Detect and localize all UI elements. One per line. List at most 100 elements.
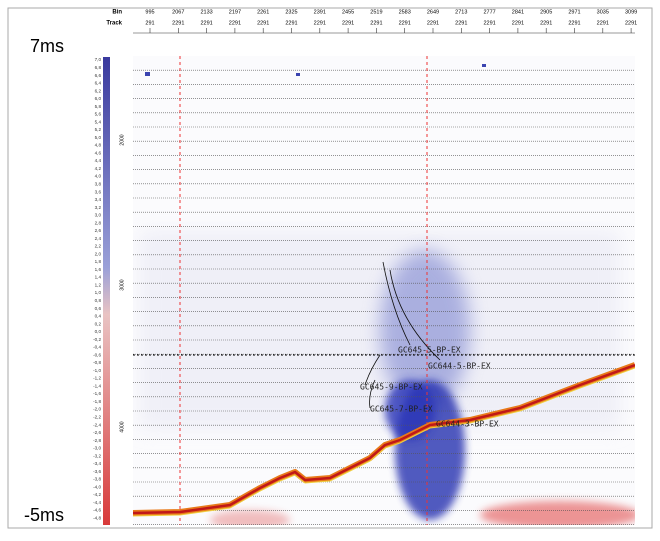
scale-label: 1,8 [95, 259, 102, 264]
bin-label: 2713 [455, 9, 467, 15]
top-label: 7ms [30, 36, 64, 56]
track-label: 2291 [285, 20, 297, 26]
scale-label: -0,8 [93, 360, 101, 365]
scale-label: -4,2 [93, 492, 101, 497]
scale-label: 5,6 [95, 112, 102, 117]
bin-label: 995 [145, 9, 154, 15]
scale-label: 3,6 [95, 189, 102, 194]
well-label: GC645-9-BP-EX [360, 383, 423, 392]
bin-label: 2133 [200, 9, 212, 15]
track-label: 2291 [370, 20, 382, 26]
track-label: 291 [145, 20, 154, 26]
track-label: 2291 [172, 20, 184, 26]
scale-label: 6,8 [95, 65, 102, 70]
scale-label: 0,4 [95, 314, 102, 319]
scale-label: -1,0 [93, 368, 101, 373]
scale-label: 0,8 [95, 298, 102, 303]
scale-label: -0,6 [93, 352, 101, 357]
bin-label: 2067 [172, 9, 184, 15]
scale-label: -3,2 [93, 453, 101, 458]
bin-label: 2905 [540, 9, 552, 15]
track-label: 2291 [427, 20, 439, 26]
scale-label: -3,0 [93, 446, 101, 451]
scale-label: -3,8 [93, 477, 101, 482]
bin-label: 2325 [285, 9, 297, 15]
scale-label: 5,4 [95, 119, 102, 124]
scale-label: -1,8 [93, 399, 101, 404]
bin-label: 2197 [229, 9, 241, 15]
scale-label: -0,4 [93, 345, 101, 350]
scale-label: -2,0 [93, 407, 101, 412]
scale-label: -3,6 [93, 469, 101, 474]
scale-label: 0,0 [95, 329, 102, 334]
scale-label: 1,0 [95, 290, 102, 295]
scale-label: -1,6 [93, 391, 101, 396]
scale-label: 2,6 [95, 228, 102, 233]
well-label: GC645-5-BP-EX [398, 346, 461, 355]
bin-label: 2391 [314, 9, 326, 15]
scale-label: 4,8 [95, 143, 102, 148]
depth-label: 4000 [119, 421, 125, 432]
bin-label: 2971 [568, 9, 580, 15]
scale-label: -1,2 [93, 376, 101, 381]
scale-label: 2,0 [95, 251, 102, 256]
scale-label: 3,2 [95, 205, 102, 210]
bin-label: 2519 [370, 9, 382, 15]
scale-label: -2,8 [93, 438, 101, 443]
track-title: Track [106, 21, 122, 27]
scale-label: -4,4 [93, 500, 101, 505]
scale-label: 5,2 [95, 127, 102, 132]
bin-label: 2649 [427, 9, 439, 15]
bin-title: Bin [112, 10, 122, 16]
scale-label: 5,0 [95, 135, 102, 140]
track-label: 2291 [597, 20, 609, 26]
track-label: 2291 [257, 20, 269, 26]
scale-label: -2,2 [93, 414, 101, 419]
well-label: GC644-3-BP-EX [436, 420, 499, 429]
track-label: 2291 [455, 20, 467, 26]
scale-label: -3,4 [93, 461, 101, 466]
bin-label: 2455 [342, 9, 354, 15]
depth-label: 2000 [119, 134, 125, 145]
track-label: 2291 [568, 20, 580, 26]
scale-label: 0,2 [95, 321, 102, 326]
track-label: 2291 [342, 20, 354, 26]
track-label: 2291 [314, 20, 326, 26]
scale-label: -4,8 [93, 515, 101, 520]
scale-label: 2,4 [95, 236, 102, 241]
bin-label: 2261 [257, 9, 269, 15]
track-label: 2291 [399, 20, 411, 26]
scale-label: 1,6 [95, 267, 102, 272]
scale-label: 4,0 [95, 174, 102, 179]
color-bar [103, 57, 110, 525]
track-label: 2291 [625, 20, 637, 26]
scale-label: 4,2 [95, 166, 102, 171]
scale-label: -4,0 [93, 484, 101, 489]
well-label: GC644-5-BP-EX [428, 362, 491, 371]
bin-label: 3099 [625, 9, 637, 15]
scale-label: 6,2 [95, 88, 102, 93]
scale-label: -4,6 [93, 508, 101, 513]
scale-label: 3,4 [95, 197, 102, 202]
section [133, 56, 635, 525]
scale-label: 4,6 [95, 150, 102, 155]
scale-label: 7,0 [95, 57, 102, 62]
scale-label: 1,4 [95, 275, 102, 280]
track-label: 2291 [229, 20, 241, 26]
scale-label: 0,6 [95, 306, 102, 311]
scale-label: 3,8 [95, 181, 102, 186]
scale-label: 6,0 [95, 96, 102, 101]
bottom-label: -5ms [24, 505, 64, 525]
scale-label: 1,2 [95, 282, 102, 287]
scale-label: -1,4 [93, 383, 101, 388]
scale-label: 6,6 [95, 73, 102, 78]
track-label: 2291 [483, 20, 495, 26]
scale-label: 2,2 [95, 244, 102, 249]
bin-label: 2583 [399, 9, 411, 15]
track-label: 2291 [200, 20, 212, 26]
scale-label: 4,4 [95, 158, 102, 163]
scale-label: -2,4 [93, 422, 101, 427]
scale-label: -2,6 [93, 430, 101, 435]
bin-label: 3035 [597, 9, 609, 15]
